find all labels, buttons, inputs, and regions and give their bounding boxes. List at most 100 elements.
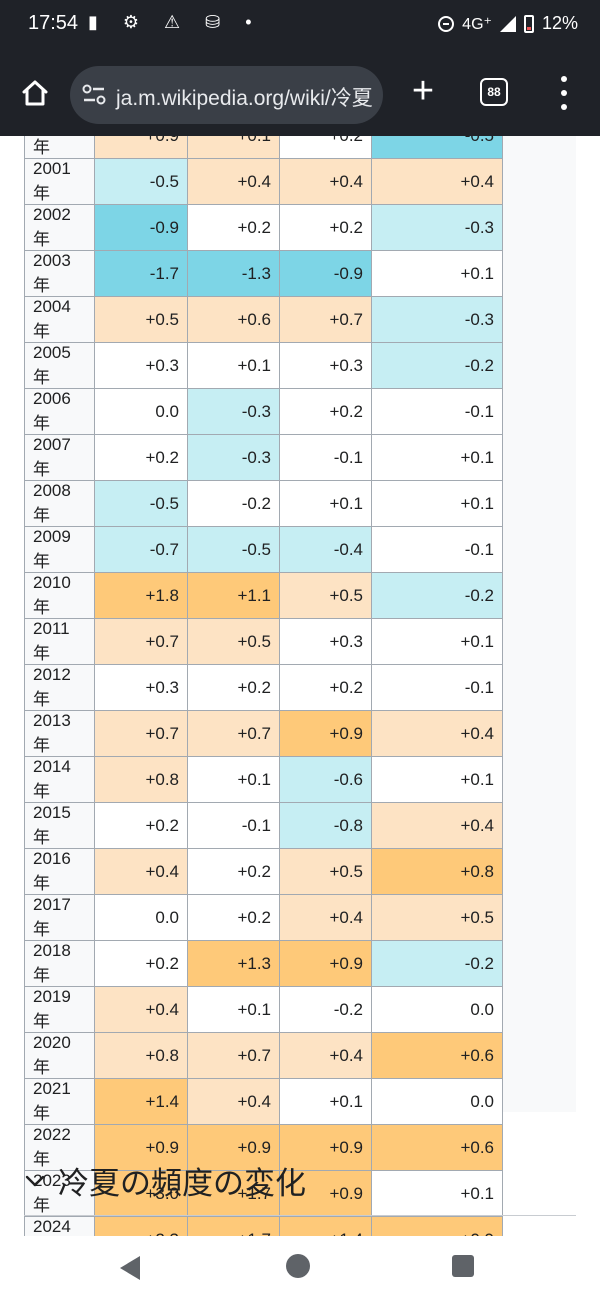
- anomaly-cell: +0.7: [94, 710, 188, 757]
- anomaly-cell: +0.3: [94, 664, 188, 711]
- more-menu-button[interactable]: [552, 76, 576, 110]
- year-link[interactable]: 2023年: [24, 1170, 95, 1217]
- table-row: 2023年 +3.0 +1.7 +0.9 +0.1: [24, 1170, 503, 1217]
- anomaly-cell: +1.4: [94, 1078, 188, 1125]
- year-link[interactable]: 2017年: [24, 894, 95, 941]
- year-link[interactable]: 2015年: [24, 802, 95, 849]
- anomaly-cell: -0.1: [279, 434, 372, 481]
- signal-icon: [499, 15, 516, 32]
- anomaly-cell: -0.2: [187, 480, 280, 527]
- table-row: 2014年 +0.8 +0.1 -0.6 +0.1: [24, 756, 503, 803]
- dot-icon: [561, 104, 567, 110]
- anomaly-cell: +0.3: [94, 342, 188, 389]
- year-link[interactable]: 2012年: [24, 664, 95, 711]
- year-link[interactable]: 2006年: [24, 388, 95, 435]
- year-link[interactable]: 2005年: [24, 342, 95, 389]
- anomaly-cell: -0.3: [371, 204, 503, 251]
- year-link[interactable]: 2011年: [24, 618, 95, 665]
- anomaly-cell: +0.4: [279, 894, 372, 941]
- anomaly-cell: +0.5: [187, 618, 280, 665]
- anomaly-cell: +1.7: [187, 1170, 280, 1217]
- url-text: ja.m.wikipedia.org/wiki/冷夏: [116, 87, 373, 110]
- table-row: 2008年 -0.5 -0.2 +0.1 +0.1: [24, 480, 503, 527]
- anomaly-cell: +0.9: [187, 1124, 280, 1171]
- table-row: 2017年 0.0 +0.2 +0.4 +0.5: [24, 894, 503, 941]
- address-bar[interactable]: ja.m.wikipedia.org/wiki/冷夏: [70, 66, 383, 124]
- site-settings-icon[interactable]: [82, 84, 106, 106]
- anomaly-cell: +0.5: [371, 894, 503, 941]
- table-row: 2010年 +1.8 +1.1 +0.5 -0.2: [24, 572, 503, 619]
- recents-square-icon[interactable]: [452, 1255, 474, 1277]
- anomaly-cell: -1.7: [94, 250, 188, 297]
- table-row: 2013年 +0.7 +0.7 +0.9 +0.4: [24, 710, 503, 757]
- back-triangle-icon[interactable]: [120, 1256, 140, 1280]
- year-link[interactable]: 2021年: [24, 1078, 95, 1125]
- table-row: 2004年 +0.5 +0.6 +0.7 -0.3: [24, 296, 503, 343]
- year-link[interactable]: 2004年: [24, 296, 95, 343]
- anomaly-cell: +0.1: [371, 434, 503, 481]
- anomaly-cell: +0.2: [279, 388, 372, 435]
- status-bar: 17:54 ▮ ⚙ ⚠ ⛁ • 4G⁺ 12%: [0, 0, 600, 52]
- year-link[interactable]: 2009年: [24, 526, 95, 573]
- browser-toolbar: ja.m.wikipedia.org/wiki/冷夏 + 88: [0, 52, 600, 136]
- table-row: 2007年 +0.2 -0.3 -0.1 +0.1: [24, 434, 503, 481]
- year-link[interactable]: 2010年: [24, 572, 95, 619]
- year-link[interactable]: 2007年: [24, 434, 95, 481]
- year-link[interactable]: 2014年: [24, 756, 95, 803]
- anomaly-cell: 0.0: [94, 894, 188, 941]
- anomaly-cell: +0.8: [94, 1032, 188, 1079]
- year-link[interactable]: 2016年: [24, 848, 95, 895]
- anomaly-cell: +0.4: [187, 158, 280, 205]
- anomaly-cell: +0.9: [371, 1216, 503, 1236]
- anomaly-cell: -0.7: [94, 526, 188, 573]
- home-button[interactable]: [16, 74, 54, 112]
- table-row: 2021年 +1.4 +0.4 +0.1 0.0: [24, 1078, 503, 1125]
- anomaly-cell: +0.5: [279, 572, 372, 619]
- year-link[interactable]: 2008年: [24, 480, 95, 527]
- year-link[interactable]: 2013年: [24, 710, 95, 757]
- anomaly-cell: +0.9: [94, 136, 188, 159]
- anomaly-cell: +0.2: [279, 664, 372, 711]
- year-link[interactable]: 2001年: [24, 158, 95, 205]
- year-link[interactable]: 2020年: [24, 1032, 95, 1079]
- anomaly-cell: +0.9: [279, 940, 372, 987]
- table-row: 2016年 +0.4 +0.2 +0.5 +0.8: [24, 848, 503, 895]
- anomaly-cell: 0.0: [371, 986, 503, 1033]
- table-row: 2009年 -0.7 -0.5 -0.4 -0.1: [24, 526, 503, 573]
- home-circle-icon[interactable]: [286, 1254, 310, 1278]
- do-not-disturb-icon: [438, 15, 455, 32]
- anomaly-cell: -0.3: [187, 388, 280, 435]
- year-link[interactable]: 2019年: [24, 986, 95, 1033]
- anomaly-cell: +0.1: [279, 480, 372, 527]
- anomaly-cell: +0.5: [94, 296, 188, 343]
- anomaly-cell: -0.9: [94, 204, 188, 251]
- year-link[interactable]: 2018年: [24, 940, 95, 987]
- anomaly-cell: +0.2: [187, 664, 280, 711]
- anomaly-cell: +0.8: [371, 848, 503, 895]
- anomaly-cell: -0.3: [371, 296, 503, 343]
- anomaly-cell: +0.6: [371, 1124, 503, 1171]
- year-link[interactable]: 2000年: [24, 136, 95, 159]
- anomaly-cell: +0.4: [187, 1078, 280, 1125]
- anomaly-cell: +1.8: [94, 572, 188, 619]
- anomaly-cell: -0.1: [371, 388, 503, 435]
- anomaly-cell: +0.4: [371, 802, 503, 849]
- year-link[interactable]: 2003年: [24, 250, 95, 297]
- anomaly-cell: +2.3: [94, 1216, 188, 1236]
- section-header[interactable]: 冷夏の頻度の変化: [24, 1148, 576, 1216]
- anomaly-cell: +0.7: [94, 618, 188, 665]
- table-row: 2003年 -1.7 -1.3 -0.9 +0.1: [24, 250, 503, 297]
- chevron-down-icon[interactable]: [24, 1170, 46, 1192]
- table-row: 2020年 +0.8 +0.7 +0.4 +0.6: [24, 1032, 503, 1079]
- tab-switcher-button[interactable]: 88: [480, 78, 508, 106]
- system-nav-bar: [0, 1236, 600, 1300]
- year-link[interactable]: 2024年: [24, 1216, 95, 1236]
- page-content[interactable]: 2000年+0.9+0.1+0.2-0.52001年-0.5+0.4+0.4+0…: [0, 136, 600, 1236]
- year-link[interactable]: 2002年: [24, 204, 95, 251]
- year-link[interactable]: 2022年: [24, 1124, 95, 1171]
- anomaly-cell: +0.4: [94, 986, 188, 1033]
- section-title: 冷夏の頻度の変化: [58, 1166, 306, 1202]
- notification-icons: ▮ ⚙ ⚠ ⛁ •: [88, 12, 262, 32]
- anomaly-cell: +0.6: [371, 1032, 503, 1079]
- new-tab-button[interactable]: +: [411, 70, 435, 112]
